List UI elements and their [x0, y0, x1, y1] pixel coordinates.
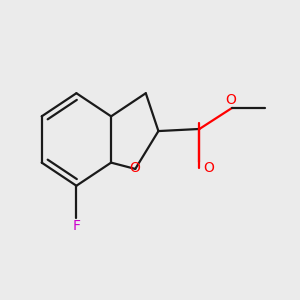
- Text: O: O: [129, 161, 140, 175]
- Text: O: O: [226, 92, 236, 106]
- Text: O: O: [203, 161, 214, 175]
- Text: F: F: [72, 219, 80, 233]
